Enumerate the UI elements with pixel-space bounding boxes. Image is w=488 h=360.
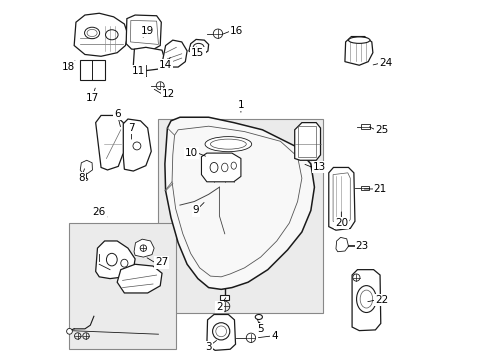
Polygon shape [126,15,161,50]
Polygon shape [201,153,241,182]
Polygon shape [294,123,320,160]
Polygon shape [121,119,151,171]
Text: 1: 1 [237,100,244,110]
Text: 20: 20 [334,218,347,228]
Ellipse shape [348,37,369,43]
Bar [158,119,323,313]
Polygon shape [335,237,348,252]
Bar [361,125,369,130]
Text: 26: 26 [92,207,106,217]
Ellipse shape [204,136,251,152]
Polygon shape [80,160,92,174]
Polygon shape [188,40,208,54]
Polygon shape [162,40,187,67]
Text: 14: 14 [159,60,172,70]
Polygon shape [344,37,372,65]
Text: 11: 11 [132,66,145,76]
Text: 19: 19 [141,26,154,36]
Bar [220,296,229,300]
Polygon shape [133,47,164,71]
Polygon shape [351,270,380,330]
Text: 5: 5 [257,324,264,334]
Polygon shape [96,241,135,279]
Text: 12: 12 [162,89,175,99]
Circle shape [66,328,72,334]
Ellipse shape [255,315,262,319]
Text: 8: 8 [78,173,84,183]
Polygon shape [117,264,162,293]
Text: 6: 6 [114,109,120,119]
Polygon shape [96,116,123,170]
Bar [255,326,261,330]
Text: 15: 15 [191,48,204,58]
Bar [69,223,176,348]
Text: 4: 4 [271,331,278,341]
Text: 21: 21 [373,184,386,194]
Text: 2: 2 [216,302,222,312]
Text: 17: 17 [85,93,99,103]
Text: 18: 18 [62,62,75,72]
Polygon shape [74,13,128,56]
Text: 13: 13 [312,162,325,172]
Text: 23: 23 [355,241,368,251]
Bar [80,60,104,80]
Text: 24: 24 [378,58,391,68]
Text: 27: 27 [155,257,168,267]
Text: 25: 25 [375,125,388,135]
Bar [298,126,316,157]
Text: 22: 22 [375,295,388,305]
Polygon shape [206,315,235,350]
Text: 3: 3 [205,342,211,352]
Text: 16: 16 [230,26,243,36]
Text: 9: 9 [192,206,199,216]
Text: 10: 10 [184,148,198,158]
Bar [360,185,368,190]
Polygon shape [328,167,354,230]
Text: 7: 7 [128,123,135,133]
Polygon shape [164,117,314,289]
Polygon shape [134,239,154,257]
